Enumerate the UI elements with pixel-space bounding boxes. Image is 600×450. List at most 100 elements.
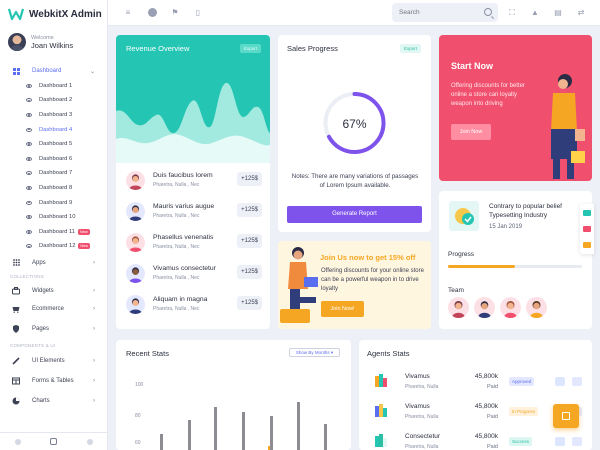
settings-icon[interactable] bbox=[14, 438, 21, 445]
sidebar-subitem-dashboard[interactable]: Dashboard 5 bbox=[0, 137, 107, 152]
sidebar-item-ui-elements[interactable]: UI Elements › bbox=[0, 351, 107, 371]
agent-amount: 45,800k bbox=[474, 433, 498, 440]
agent-paid: Paid bbox=[486, 444, 498, 450]
list-item[interactable]: Aliquam in magna Pharetra, Nulla , Nec +12… bbox=[116, 289, 270, 319]
item-title: Mauris varius augue bbox=[153, 203, 215, 210]
list-item[interactable]: Vivamus consectetur Pharetra, Nulla , Nec… bbox=[116, 258, 270, 288]
sidebar-subitem-dashboard[interactable]: Dashboard 3 bbox=[0, 108, 107, 123]
search-icon[interactable] bbox=[484, 8, 492, 16]
notes-icon[interactable]: ▤ bbox=[554, 8, 562, 17]
power-icon[interactable] bbox=[87, 438, 94, 445]
theme-icon[interactable] bbox=[583, 210, 591, 216]
fullscreen-icon[interactable]: ⛶ bbox=[509, 8, 515, 17]
flag-icon[interactable]: ⚑ bbox=[171, 8, 179, 17]
sidebar-subitem-label: Dashboard 2 bbox=[39, 97, 73, 104]
sidebar-item-widgets[interactable]: Widgets › bbox=[0, 282, 107, 299]
table-row[interactable]: Vivamus Pharetra, Nulla 45,800k Paid Approve… bbox=[359, 371, 592, 401]
sidebar-item-forms-tables[interactable]: Forms & Tables › bbox=[0, 371, 107, 391]
eye-icon bbox=[26, 142, 32, 147]
agent-name: Vivamus bbox=[405, 403, 430, 410]
search-input[interactable] bbox=[399, 9, 479, 16]
sidebar-item-apps[interactable]: Apps › bbox=[0, 256, 107, 271]
sales-export-button[interactable]: Export bbox=[399, 44, 421, 53]
show-by-dropdown[interactable]: Show By Months ▾ bbox=[289, 348, 340, 357]
sidebar-subitem-dashboard[interactable]: Dashboard 7 bbox=[0, 166, 107, 181]
user-profile[interactable]: Welcome Joan Wilkins bbox=[0, 28, 107, 56]
mail-icon[interactable] bbox=[50, 438, 58, 445]
sidebar-subitem-label: Dashboard 9 bbox=[39, 199, 73, 206]
sidebar-item-label: Apps bbox=[32, 259, 46, 266]
team-avatar[interactable] bbox=[526, 297, 547, 318]
team-avatar[interactable] bbox=[448, 297, 469, 318]
delete-icon[interactable] bbox=[572, 377, 582, 386]
table-row[interactable]: Consectetur Pharetra, Nulla 45,800k Paid Suc… bbox=[359, 431, 592, 450]
article-date: 15 Jan 2019 bbox=[489, 224, 523, 230]
widgets-icon bbox=[12, 286, 20, 295]
swap-icon[interactable]: ⇄ bbox=[577, 8, 585, 17]
item-subtitle: Pharetra, Nulla , Nec bbox=[153, 275, 200, 281]
dashboard-icon bbox=[12, 67, 20, 75]
avatar bbox=[126, 201, 145, 221]
agent-subtitle: Pharetra, Nulla bbox=[405, 444, 439, 450]
eye-icon bbox=[26, 200, 32, 205]
sidebar-subitem-dashboard[interactable]: Dashboard 2 bbox=[0, 93, 107, 108]
bell-icon[interactable]: ▲ bbox=[531, 8, 539, 17]
join-us-card: Join Us now to get 15% off Offering disc… bbox=[278, 241, 431, 329]
article-card: Contrary to popular belief Typesetting I… bbox=[439, 191, 592, 329]
sidebar-subitem-dashboard[interactable]: Dashboard 10 bbox=[0, 210, 107, 225]
agents-stats-card: Agents Stats Vivamus Pharetra, Nulla 45,80… bbox=[359, 340, 592, 450]
list-item[interactable]: Duis faucibus lorem Pharetra, Nulla , Nec… bbox=[116, 165, 270, 195]
sidebar-subitem-dashboard[interactable]: Dashboard 6 bbox=[0, 151, 107, 166]
revenue-export-button[interactable]: Export bbox=[239, 44, 261, 53]
amount-badge: +125$ bbox=[237, 265, 262, 279]
app-logo[interactable]: WebkitX Admin bbox=[0, 0, 107, 28]
layout-icon[interactable] bbox=[583, 242, 591, 248]
user-name: Joan Wilkins bbox=[31, 40, 74, 50]
sidebar-subitem-label: Dashboard 8 bbox=[39, 184, 73, 191]
sidebar-item-charts[interactable]: Charts › bbox=[0, 391, 107, 411]
delete-icon[interactable] bbox=[572, 437, 582, 446]
sidebar-subitem-label: Dashboard 6 bbox=[39, 155, 73, 162]
sidebar-subitem-dashboard[interactable]: Dashboard 9 bbox=[0, 195, 107, 210]
start-now-text: Offering discounts for better online a s… bbox=[451, 83, 525, 107]
sidebar-item-pages[interactable]: Pages › bbox=[0, 319, 107, 339]
globe-icon[interactable] bbox=[148, 8, 157, 17]
sidebar-subitem-dashboard[interactable]: Dashboard 4 bbox=[0, 122, 107, 137]
join-us-title: Join Us now to get 15% off bbox=[320, 253, 416, 262]
theme-tools-panel[interactable] bbox=[580, 204, 594, 254]
avatar bbox=[8, 33, 26, 51]
start-now-card: Start Now Offering discounts for better … bbox=[439, 35, 592, 181]
sidebar-subitem-dashboard[interactable]: Dashboard 1 bbox=[0, 79, 107, 94]
list-item[interactable]: Phasellus venenatis Pharetra, Nulla , Nec… bbox=[116, 227, 270, 257]
sidebar-subitem-dashboard[interactable]: Dashboard 11 New bbox=[0, 224, 107, 239]
image-icon[interactable] bbox=[583, 226, 591, 232]
team-avatar[interactable] bbox=[474, 297, 495, 318]
team-avatar[interactable] bbox=[500, 297, 521, 318]
generate-report-button[interactable]: Generate Report bbox=[287, 206, 422, 223]
sidebar-subitem-dashboard[interactable]: Dashboard 12 New bbox=[0, 239, 107, 254]
list-item[interactable]: Mauris varius augue Pharetra, Nulla , Nec… bbox=[116, 196, 270, 226]
join-now-button[interactable]: Join Now bbox=[451, 124, 491, 140]
sidebar-item-label: Ecommerce bbox=[32, 306, 65, 313]
woman-illustration bbox=[551, 74, 585, 179]
user-welcome: Welcome bbox=[31, 34, 54, 41]
agents-stats-title: Agents Stats bbox=[367, 349, 410, 358]
table-icon bbox=[12, 377, 20, 385]
eye-icon bbox=[26, 98, 32, 103]
join-now-button[interactable]: Join Now! bbox=[321, 301, 364, 317]
progress-label: Progress bbox=[448, 251, 475, 258]
recent-stats-card: Recent Stats Show By Months ▾ 100 80 60 bbox=[116, 340, 351, 450]
status-badge: In Progress bbox=[509, 407, 539, 416]
edit-icon[interactable] bbox=[555, 377, 565, 386]
edit-icon[interactable] bbox=[555, 437, 565, 446]
sidebar-item-dashboard[interactable]: Dashboard ⌄ bbox=[0, 64, 107, 79]
sidebar-subitem-dashboard[interactable]: Dashboard 8 bbox=[0, 181, 107, 196]
floating-action-button[interactable] bbox=[553, 404, 579, 428]
clipboard-icon[interactable]: ▯ bbox=[195, 8, 201, 17]
menu-toggle-icon[interactable]: ≡ bbox=[125, 8, 131, 17]
sidebar-item-ecommerce[interactable]: Ecommerce › bbox=[0, 299, 107, 319]
item-subtitle: Pharetra, Nulla , Nec bbox=[153, 244, 200, 250]
app-title: WebkitX Admin bbox=[29, 8, 102, 20]
cart-icon bbox=[12, 305, 20, 314]
search-box[interactable] bbox=[392, 3, 498, 22]
